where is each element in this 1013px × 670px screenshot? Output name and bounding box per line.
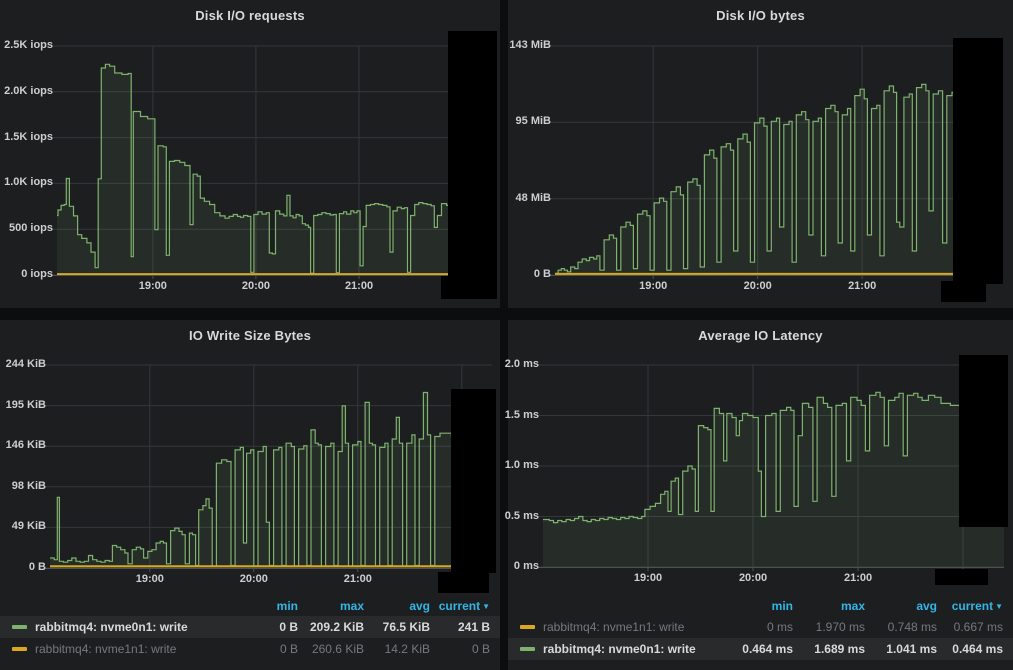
y-axis-tick-label: 95 MiB — [515, 115, 551, 128]
y-axis-tick-label: 0 B — [533, 268, 551, 280]
x-axis-tick-label: 19:00 — [135, 573, 164, 585]
legend-col-min[interactable]: min — [771, 599, 793, 613]
legend-col-current[interactable]: current ▼ — [937, 599, 1003, 613]
x-axis-tick-label: 21:00 — [843, 572, 873, 584]
legend-value-current: 241 B — [457, 620, 490, 634]
x-axis-tick-label: 21:00 — [343, 573, 372, 585]
redacted-region — [941, 281, 986, 302]
legend-header-row: min max avg current ▼ — [508, 596, 1013, 616]
x-axis-tick-label: 21:00 — [344, 280, 374, 292]
x-axis-tick-label: 20:00 — [239, 573, 268, 585]
x-axis-tick-label: 20:00 — [743, 280, 772, 292]
series-label[interactable]: rabbitmq4: nvme0n1: write — [35, 620, 188, 634]
panel-title[interactable]: Disk I/O requests — [195, 8, 305, 23]
y-axis-tick-label: 1.5K iops — [4, 130, 53, 143]
graph-io-write-size-bytes[interactable] — [0, 320, 500, 596]
series-color-swatch[interactable] — [12, 625, 27, 629]
y-axis-tick-label: 1.0K iops — [4, 176, 53, 189]
y-axis-tick-label: 0.5 ms — [504, 509, 539, 522]
sort-desc-icon: ▼ — [995, 602, 1003, 611]
y-axis-tick-label: 48 MiB — [515, 191, 551, 204]
y-axis-tick-label: 49 KiB — [11, 520, 46, 533]
legend-value-min: 0 ms — [766, 620, 793, 634]
sort-desc-icon: ▼ — [482, 602, 490, 611]
legend-col-max[interactable]: max — [840, 599, 865, 613]
legend-value-min: 0 B — [279, 642, 298, 656]
y-axis-tick-label: 0 B — [28, 561, 46, 573]
x-axis-tick-label: 19:00 — [633, 572, 663, 584]
redacted-region — [959, 355, 1008, 527]
redacted-region — [953, 38, 1003, 284]
y-axis-tick-label: 1.5 ms — [504, 408, 539, 421]
legend-value-current: 0 B — [471, 642, 490, 656]
legend-col-max[interactable]: max — [339, 599, 364, 613]
legend-value-max: 260.6 KiB — [311, 642, 364, 656]
legend-value-avg: 1.041 ms — [886, 642, 937, 656]
legend-value-current: 0.667 ms — [953, 620, 1003, 634]
y-axis-tick-label: 0 iops — [21, 268, 53, 280]
graph-average-io-latency[interactable] — [508, 320, 1013, 596]
legend: min max avg current ▼ rabbitmq4: nvme0n1:… — [0, 596, 500, 660]
y-axis-tick-label: 98 KiB — [11, 479, 46, 492]
legend-value-min: 0.464 ms — [742, 642, 793, 656]
x-axis-tick-label: 20:00 — [738, 572, 768, 584]
panel-average-io-latency: Average IO Latency min max avg current ▼ … — [505, 320, 1013, 670]
series-label[interactable]: rabbitmq4: nvme0n1: write — [543, 642, 696, 656]
x-axis-tick-label: 21:00 — [848, 280, 877, 292]
x-axis-tick-label: 20:00 — [241, 280, 270, 292]
y-axis-tick-label: 500 iops — [8, 222, 53, 235]
series-label[interactable]: rabbitmq4: nvme1n1: write — [35, 642, 177, 656]
legend-value-avg: 0.748 ms — [887, 620, 937, 634]
legend-col-current-label: current — [438, 599, 481, 613]
series-color-swatch[interactable] — [12, 647, 27, 651]
legend-value-max: 209.2 KiB — [309, 620, 364, 634]
series-color-swatch[interactable] — [520, 625, 535, 629]
series-label[interactable]: rabbitmq4: nvme1n1: write — [543, 620, 685, 634]
legend-header-row: min max avg current ▼ — [0, 596, 500, 616]
panel-title[interactable]: IO Write Size Bytes — [188, 328, 312, 343]
legend-row: rabbitmq4: nvme1n1: write 0 ms 1.970 ms … — [508, 616, 1013, 638]
x-axis-tick-label: 19:00 — [639, 280, 668, 292]
graph-disk-io-bytes[interactable] — [508, 0, 1013, 308]
legend-col-avg[interactable]: avg — [916, 599, 937, 613]
legend-col-avg[interactable]: avg — [409, 599, 430, 613]
panel-io-write-size-bytes: IO Write Size Bytes min max avg current ▼… — [0, 320, 500, 670]
legend-row: rabbitmq4: nvme0n1: write 0.464 ms 1.689… — [508, 638, 1013, 660]
panel-title[interactable]: Average IO Latency — [698, 328, 823, 343]
series-color-swatch[interactable] — [520, 647, 535, 651]
legend-value-min: 0 B — [279, 620, 298, 634]
legend-value-avg: 14.2 KiB — [384, 642, 430, 656]
panel-title[interactable]: Disk I/O bytes — [716, 8, 805, 23]
panel-disk-io-bytes: Disk I/O bytes 143 MiB 95 MiB 48 MiB 0 B 19:… — [508, 0, 1013, 308]
legend-value-avg: 76.5 KiB — [382, 620, 430, 634]
redacted-region — [451, 389, 496, 573]
legend-value-max: 1.689 ms — [814, 642, 865, 656]
y-axis-tick-label: 2.0K iops — [4, 84, 53, 97]
y-axis-tick-label: 2.0 ms — [504, 358, 539, 370]
y-axis-tick-label: 244 KiB — [5, 358, 46, 370]
legend-row: rabbitmq4: nvme0n1: write 0 B 209.2 KiB … — [0, 616, 500, 638]
panel-disk-io-requests: Disk I/O requests 2.5K iops 2.0K iops 1.5K… — [0, 0, 500, 308]
redacted-region — [438, 572, 489, 593]
y-axis-tick-label: 143 MiB — [509, 39, 551, 51]
legend-value-max: 1.970 ms — [815, 620, 865, 634]
legend-col-current[interactable]: current ▼ — [430, 599, 490, 613]
legend-row: rabbitmq4: nvme1n1: write 0 B 260.6 KiB … — [0, 638, 500, 660]
legend-col-min[interactable]: min — [276, 599, 298, 613]
y-axis-tick-label: 1.0 ms — [504, 459, 539, 471]
redacted-region — [441, 276, 497, 299]
redacted-region — [935, 569, 988, 585]
legend: min max avg current ▼ rabbitmq4: nvme1n1:… — [508, 596, 1013, 660]
y-axis-tick-label: 2.5K iops — [4, 39, 53, 51]
graph-disk-io-requests[interactable] — [0, 0, 500, 308]
y-axis-tick-label: 146 KiB — [5, 439, 46, 452]
x-axis-tick-label: 19:00 — [138, 280, 167, 292]
y-axis-tick-label: 195 KiB — [5, 398, 46, 411]
legend-col-current-label: current — [951, 599, 994, 613]
y-axis-tick-label: 0 ms — [513, 560, 539, 572]
legend-value-current: 0.464 ms — [952, 642, 1003, 656]
redacted-region — [448, 31, 497, 276]
